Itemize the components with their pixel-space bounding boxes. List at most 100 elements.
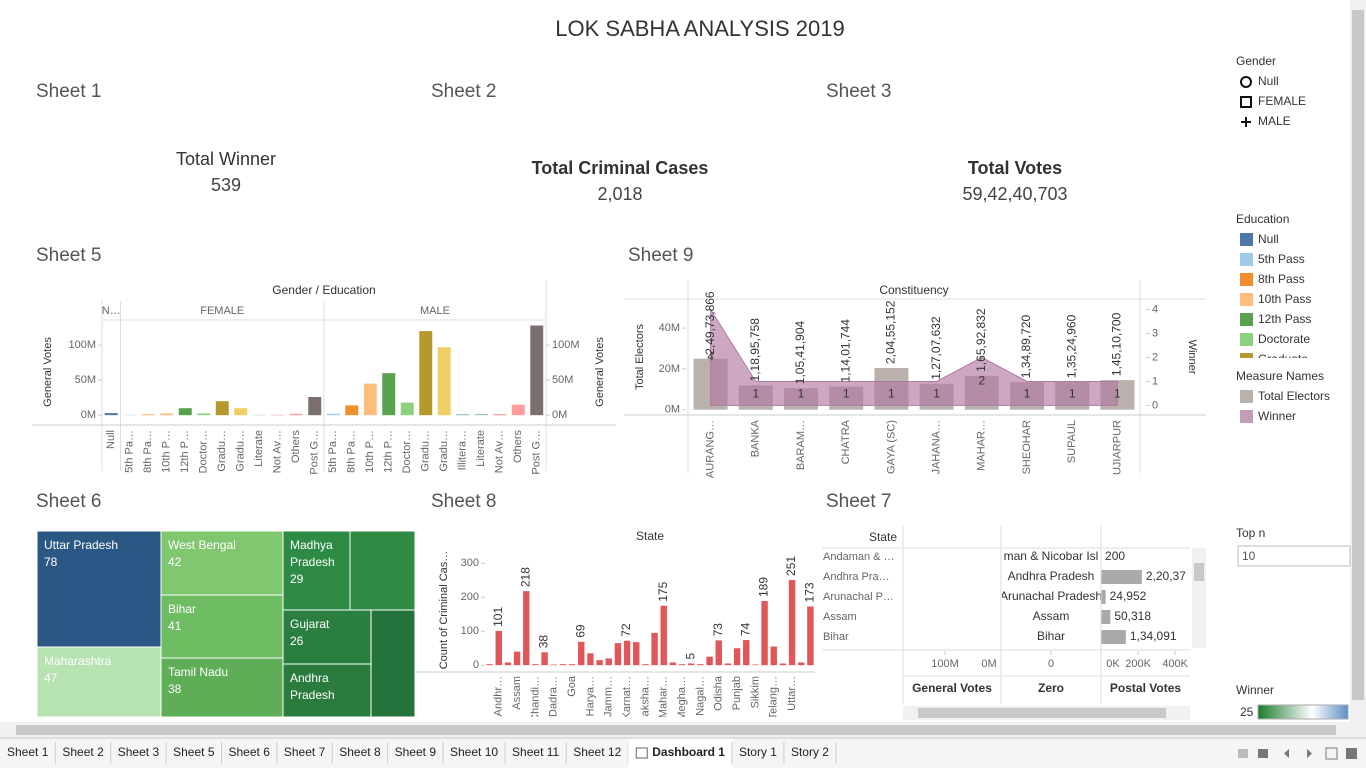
color-ramp <box>1257 704 1349 720</box>
legend-shape <box>1240 76 1252 88</box>
data-label: 1 <box>933 387 940 401</box>
winner-area <box>710 307 1118 406</box>
x-tick-label: 5th Pa… <box>124 430 136 473</box>
scroll-thumb[interactable] <box>16 725 1336 735</box>
x-tick-label: Gradu… <box>235 430 247 472</box>
bar <box>141 414 155 416</box>
sheet-title: Sheet 5 <box>36 245 102 266</box>
legend-swatch <box>1240 313 1253 326</box>
data-label: 1 <box>888 387 895 401</box>
state-name: Bihar <box>168 602 197 616</box>
data-label: 1,14,01,744 <box>838 319 852 383</box>
tab[interactable]: Sheet 6 <box>229 742 278 764</box>
bar <box>697 664 704 666</box>
tab[interactable]: Sheet 1 <box>7 742 56 764</box>
kpi-label: Total Votes <box>968 158 1062 178</box>
data-label: 1 <box>1114 387 1121 401</box>
group-header: FEMALE <box>200 305 244 317</box>
data-label: 1 <box>798 387 805 401</box>
sheet-title: Sheet 2 <box>431 81 497 102</box>
top-n-input[interactable] <box>1237 545 1351 567</box>
y-axis-title: General Votes <box>42 337 54 407</box>
bar <box>623 640 631 666</box>
bar <box>513 651 521 666</box>
bar <box>706 656 713 666</box>
bar <box>660 605 667 666</box>
x-tick-label: Sikkim <box>749 676 761 708</box>
y-tick-label: 50M <box>75 374 96 386</box>
legend-item: Graduate <box>1258 352 1308 366</box>
y-tick-label: 0 <box>473 659 479 671</box>
data-label: 1 <box>1069 387 1076 401</box>
bar <box>733 648 741 666</box>
y-tick-label: 2 <box>1152 351 1158 363</box>
sheet-title: Sheet 7 <box>826 491 892 512</box>
data-label: 1,05,41,904 <box>793 320 807 384</box>
treemap-label: Andhra Pradesh <box>283 664 371 710</box>
treemap-cell <box>282 663 372 718</box>
column-header: Postal Votes <box>1110 681 1181 695</box>
x-tick-label: 12th P… <box>383 430 395 473</box>
x-tick-label: BANKA <box>750 419 762 457</box>
tab[interactable]: Sheet 7 <box>284 742 333 764</box>
tab[interactable]: Sheet 9 <box>395 742 444 764</box>
header-label: Gender / Education <box>272 283 375 297</box>
x-tick-label: JAHANA… <box>931 420 943 474</box>
x-tick-label: 8th Pa… <box>142 430 154 473</box>
bar <box>979 630 1001 644</box>
x-tick-label: Literate <box>475 430 487 467</box>
scroll-thumb[interactable] <box>1194 563 1204 581</box>
cell-text: Andhra Pradesh <box>283 664 371 710</box>
x-tick-label: Mahar… <box>658 676 670 718</box>
tab[interactable]: Story 1 <box>739 742 785 764</box>
tab[interactable]: Sheet 8 <box>339 742 389 764</box>
tab[interactable]: Sheet 3 <box>118 742 167 764</box>
tab[interactable]: Sheet 2 <box>62 742 112 764</box>
bar <box>308 396 322 416</box>
x-tick-label: Doctor… <box>198 430 210 473</box>
education-legend: Null 5th Pass 8th Pass 10th Pass 12th Pass Do… <box>1240 232 1311 366</box>
x-tick-label: 100M <box>931 658 959 670</box>
bar <box>474 414 488 416</box>
x-tick-label: Illitera… <box>457 430 469 470</box>
table-column: man & Nicobar Isl Andhra Pradesh Arunachal… <box>1002 549 1101 643</box>
row-label: Bihar <box>823 631 849 643</box>
x-tick-label: Goa <box>566 675 578 697</box>
cell-text: Gujarat 26 <box>283 610 371 656</box>
y-tick-label: 20M <box>659 363 680 375</box>
x-tick-label: Harya… <box>584 676 596 716</box>
tab[interactable]: Dashboard 1 <box>628 739 733 768</box>
bar <box>715 640 722 666</box>
tab[interactable]: Story 2 <box>791 742 837 764</box>
legend-label: 25 <box>1240 705 1254 719</box>
bar <box>289 413 303 416</box>
data-label: 2,49,73,866 <box>703 291 717 355</box>
bar <box>486 664 493 666</box>
tab-label: Sheet 11 <box>512 745 559 759</box>
cell-text: West Bengal 42 <box>161 531 283 577</box>
bar <box>596 660 603 666</box>
plot: Andhr… 101 Assam 218 Chandi… 38 Dadra… Goa 69 Har… <box>486 556 817 718</box>
tab[interactable]: Sheet 5 <box>173 742 222 764</box>
bar <box>559 664 567 666</box>
bar <box>363 383 377 416</box>
scroll-thumb[interactable] <box>918 708 1166 718</box>
tab[interactable]: Sheet 10 <box>450 742 506 764</box>
x-tick-label: Not Av… <box>272 430 284 473</box>
treemap-cell <box>36 530 162 648</box>
bar <box>104 413 118 416</box>
scroll-thumb[interactable] <box>1352 10 1364 700</box>
tab-label: Sheet 5 <box>173 745 215 759</box>
table-column: 200 2,20,37 24,952 50,318 1,34,091 <box>1101 549 1186 644</box>
bar <box>642 664 649 666</box>
y-tick-label: 100 <box>461 625 479 637</box>
legend-shape <box>1240 96 1252 108</box>
nav-icons[interactable] <box>1238 747 1357 760</box>
data-label: 5 <box>683 653 697 660</box>
tab[interactable]: Sheet 11 <box>512 742 567 764</box>
x-tick-label: SUPAUL <box>1066 420 1078 463</box>
dashboard-title: LOK SABHA ANALYSIS 2019 <box>555 16 844 41</box>
state-name: West Bengal <box>168 538 236 552</box>
x-tick-label: Post G… <box>309 430 321 475</box>
bar <box>678 664 686 666</box>
